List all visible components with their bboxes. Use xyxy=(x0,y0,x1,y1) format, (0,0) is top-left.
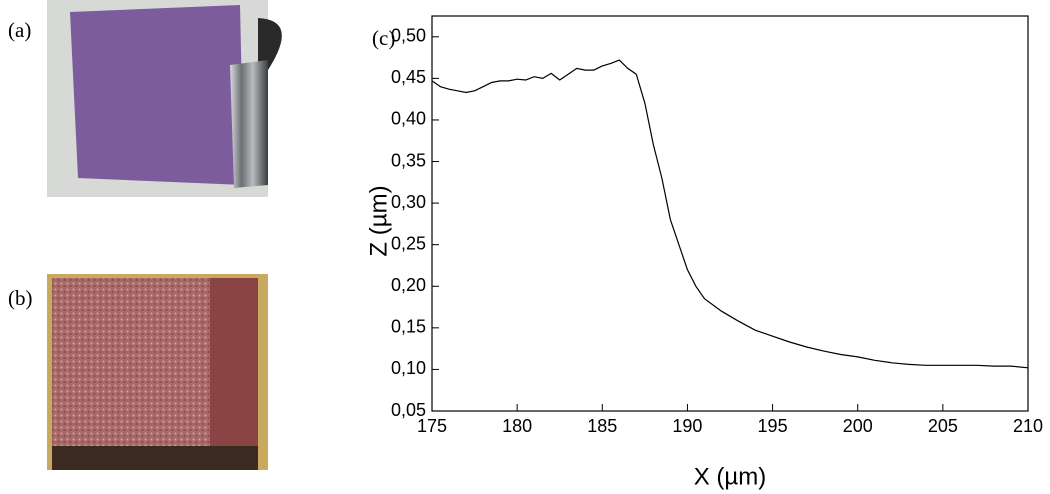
x-tick-label: 200 xyxy=(843,416,873,436)
x-tick-label: 190 xyxy=(672,416,702,436)
y-tick-label: 0,35 xyxy=(391,150,426,170)
y-tick-label: 0,30 xyxy=(391,192,426,212)
y-tick-label: 0,45 xyxy=(391,67,426,87)
plot-frame xyxy=(431,15,1029,412)
x-tick-label: 180 xyxy=(502,416,532,436)
y-tick-label: 0,05 xyxy=(391,400,426,420)
y-tick-label: 0,25 xyxy=(391,233,426,253)
panel-label: (a) xyxy=(8,18,31,42)
y-tick-label: 0,40 xyxy=(391,109,426,129)
photo-a xyxy=(47,0,282,197)
x-tick-label: 175 xyxy=(417,416,447,436)
y-tick-label: 0,50 xyxy=(391,26,426,46)
x-tick-label: 185 xyxy=(587,416,617,436)
x-tick-label: 205 xyxy=(928,416,958,436)
y-tick-label: 0,20 xyxy=(391,275,426,295)
y-tick-label: 0,15 xyxy=(391,317,426,337)
y-tick-label: 0,10 xyxy=(391,358,426,378)
data-line xyxy=(431,59,1029,369)
x-axis-label: X (µm) xyxy=(694,463,766,490)
x-tick-label: 210 xyxy=(1013,416,1043,436)
photo-b xyxy=(47,274,268,470)
panel-label: (c) xyxy=(372,26,395,50)
y-axis-label: Z (µm) xyxy=(365,185,392,256)
panel-label: (b) xyxy=(8,286,33,310)
x-tick-label: 195 xyxy=(758,416,788,436)
